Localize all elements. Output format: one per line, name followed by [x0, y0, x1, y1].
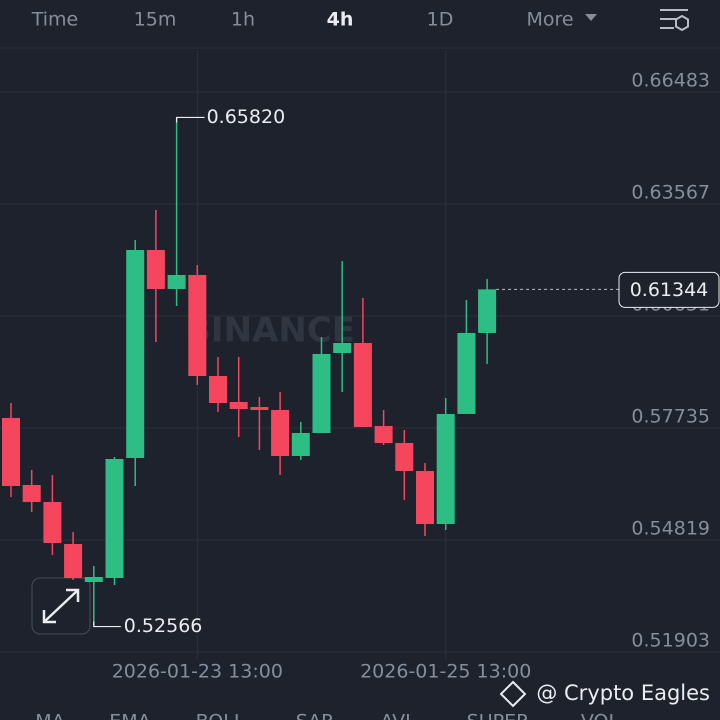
credit: @ Crypto Eagles [536, 681, 710, 705]
candle-body [105, 458, 124, 578]
candle-body [188, 274, 207, 376]
annotation-leader [176, 116, 205, 123]
candle-body [312, 353, 331, 433]
y-tick-label: 0.51903 [631, 630, 710, 652]
candle-body [64, 543, 83, 578]
candle-body [395, 442, 414, 471]
candle-body [22, 485, 41, 502]
timeframe-tab[interactable]: 15m [134, 9, 177, 31]
annotation-leader [93, 621, 121, 628]
candle-body [229, 401, 248, 409]
candle-body [416, 470, 434, 524]
candle-body [209, 375, 227, 403]
candle-body [2, 417, 20, 486]
y-tick-label: 0.57735 [631, 405, 710, 427]
candle-body [84, 576, 103, 582]
candle-body [291, 432, 310, 457]
indicator-tab[interactable]: MA [35, 711, 64, 720]
expand-icon [42, 588, 80, 624]
candle-body [457, 332, 476, 414]
indicator-tab[interactable]: AVL [380, 711, 416, 720]
candle-body [478, 289, 497, 333]
extreme-label: 0.52566 [124, 615, 203, 637]
candle-body [271, 409, 290, 457]
y-tick-label: 0.54819 [631, 518, 710, 540]
x-tick-label: 2026-01-25 13:00 [360, 661, 531, 683]
y-tick-label: 0.63567 [631, 181, 710, 203]
indicator-tab[interactable]: BOLL [196, 711, 245, 720]
last-price-label: 0.61344 [630, 279, 709, 301]
timeframe-tab[interactable]: 4h [327, 9, 354, 31]
candle-body [146, 250, 165, 289]
candle-body [353, 342, 372, 428]
timeframe-tab[interactable]: 1D [427, 9, 454, 31]
y-tick-label: 0.66483 [631, 69, 710, 91]
indicator-tab[interactable]: SUPER [467, 711, 530, 720]
extreme-label: 0.65820 [207, 106, 286, 128]
settings-icon[interactable] [660, 9, 689, 32]
candle-body [436, 413, 455, 524]
timeframe-tab[interactable]: More [526, 9, 573, 31]
indicator-tab[interactable]: SAR [296, 711, 335, 720]
candle-body [333, 342, 352, 353]
indicator-tab[interactable]: EMA [109, 711, 150, 720]
credit-icon [499, 680, 527, 708]
indicator-tab[interactable]: VOL [581, 711, 620, 720]
last-price-box [618, 271, 720, 308]
candle-body [43, 501, 62, 544]
x-tick-label: 2026-01-23 13:00 [112, 661, 283, 683]
dropdown-arrow [585, 14, 597, 21]
candle-body [167, 274, 186, 289]
candle-body [250, 406, 269, 410]
candle-body [374, 426, 393, 443]
candle-body [126, 250, 145, 458]
timeframe-tab[interactable]: 1h [231, 9, 255, 31]
watermark: BINANCE [185, 311, 355, 351]
timeframe-tab[interactable]: Time [31, 9, 79, 31]
